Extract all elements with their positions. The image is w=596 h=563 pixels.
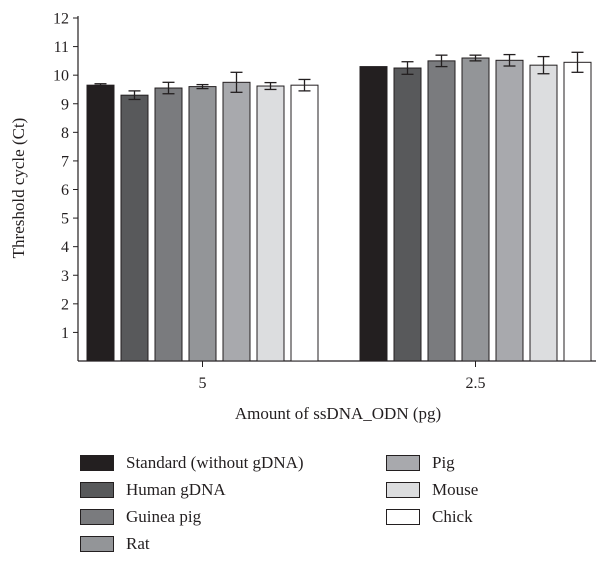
- y-tick-label: 1: [61, 325, 69, 342]
- chart-bars: [86, 51, 592, 362]
- bar: [359, 66, 388, 362]
- bar: [393, 67, 422, 362]
- bar: [188, 86, 217, 362]
- legend-item: Standard (without gDNA): [80, 453, 304, 473]
- legend-item: Pig: [386, 453, 455, 473]
- bar: [529, 64, 558, 362]
- y-axis-label: Threshold cycle (Ct): [9, 118, 28, 259]
- y-tick-label: 3: [61, 268, 69, 285]
- bar: [563, 61, 592, 362]
- bar: [290, 84, 319, 362]
- x-tick-label: 5: [199, 375, 207, 392]
- chart-legend: Standard (without gDNA) Human gDNA Guinea …: [80, 453, 520, 563]
- bar: [222, 81, 251, 362]
- y-tick-label: 7: [61, 153, 69, 170]
- y-tick-label: 9: [61, 96, 69, 113]
- y-tick-label: 6: [61, 182, 69, 199]
- legend-swatch: [80, 482, 114, 498]
- y-tick-label: 11: [54, 39, 69, 56]
- legend-item: Human gDNA: [80, 480, 226, 500]
- x-axis-ticks: 5 2.5: [199, 361, 486, 392]
- y-tick-label: 10: [53, 68, 69, 85]
- y-tick-label: 5: [61, 211, 69, 228]
- bar: [86, 84, 115, 362]
- bar: [427, 60, 456, 362]
- y-tick-label: 8: [61, 125, 69, 142]
- bar: [154, 87, 183, 362]
- y-tick-label: 2: [61, 296, 69, 313]
- legend-swatch: [386, 482, 420, 498]
- legend-label: Mouse: [432, 480, 479, 499]
- bar: [461, 57, 490, 362]
- legend-label: Human gDNA: [126, 480, 226, 499]
- legend-label: Chick: [432, 507, 473, 526]
- bar: [256, 85, 285, 362]
- legend-swatch: [386, 455, 420, 471]
- legend-swatch: [80, 509, 114, 525]
- bar: [120, 94, 149, 362]
- legend-item: Mouse: [386, 480, 478, 500]
- legend-swatch: [386, 509, 420, 525]
- legend-item: Chick: [386, 507, 473, 527]
- bar: [495, 59, 524, 362]
- legend-label: Pig: [432, 453, 455, 472]
- legend-swatch: [80, 536, 114, 552]
- legend-label: Standard (without gDNA): [126, 453, 304, 472]
- legend-swatch: [80, 455, 114, 471]
- y-tick-label: 12: [53, 11, 69, 28]
- x-axis-label: Amount of ssDNA_ODN (pg): [235, 404, 441, 423]
- legend-label: Rat: [126, 534, 150, 553]
- y-tick-label: 4: [61, 239, 69, 256]
- legend-label: Guinea pig: [126, 507, 202, 526]
- legend-item: Guinea pig: [80, 507, 201, 527]
- x-tick-label: 2.5: [466, 375, 486, 392]
- legend-item: Rat: [80, 534, 150, 554]
